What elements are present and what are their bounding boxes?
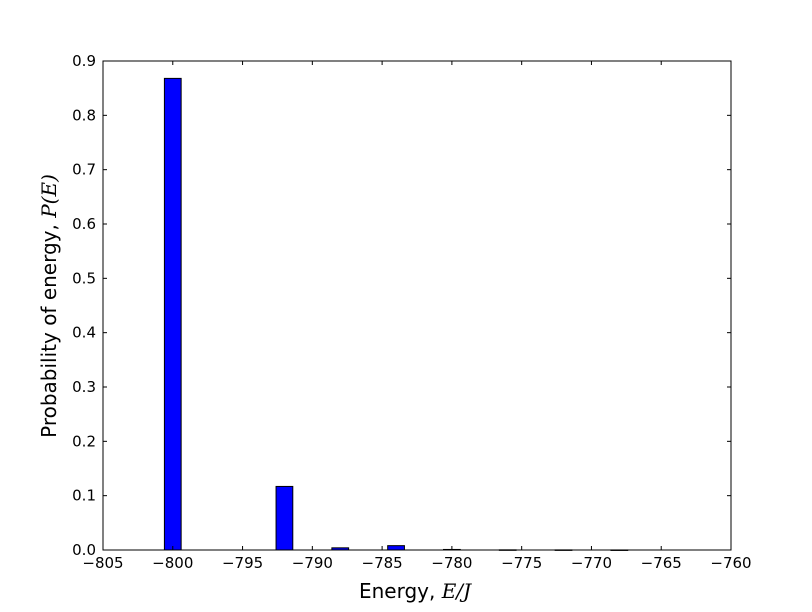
y-tick-label: 0.6 [72, 215, 96, 233]
y-tick-label: 0.9 [72, 52, 96, 70]
x-tick-label: −765 [641, 554, 682, 572]
y-tick-label: 0.5 [72, 269, 96, 287]
histogram-bar [387, 545, 405, 551]
x-tick-label: −805 [82, 554, 123, 572]
x-axis-label: Energy, E/J [359, 579, 472, 603]
y-tick-label: 0.8 [72, 106, 96, 124]
y-tick-label: 0.0 [72, 541, 96, 559]
y-tick-label: 0.1 [72, 487, 96, 505]
x-tick-label: −790 [292, 554, 333, 572]
x-tick-label: −800 [152, 554, 193, 572]
x-tick-label: −775 [501, 554, 542, 572]
plot-frame [102, 60, 732, 551]
histogram-bar [163, 77, 182, 551]
histogram-bar [275, 485, 294, 551]
x-tick-label: −780 [431, 554, 472, 572]
y-tick-label: 0.3 [72, 378, 96, 396]
y-tick-label: 0.7 [72, 161, 96, 179]
x-tick-label: −785 [362, 554, 403, 572]
x-tick-label: −760 [710, 554, 751, 572]
y-tick-label: 0.4 [72, 324, 96, 342]
x-axis-ticks: −805 −800 −795 −790 −785 −780 −775 −770 −765 −760 [82, 61, 752, 572]
y-axis-ticks: 0.0 0.1 0.2 0.3 0.4 0.5 0.6 0.7 0.8 0.9 [72, 52, 731, 559]
bars-group [163, 77, 629, 551]
x-tick-label: −795 [222, 554, 263, 572]
y-tick-label: 0.2 [72, 432, 96, 450]
x-tick-label: −770 [571, 554, 612, 572]
y-axis-label: Probability of energy, P(E) [37, 174, 61, 438]
